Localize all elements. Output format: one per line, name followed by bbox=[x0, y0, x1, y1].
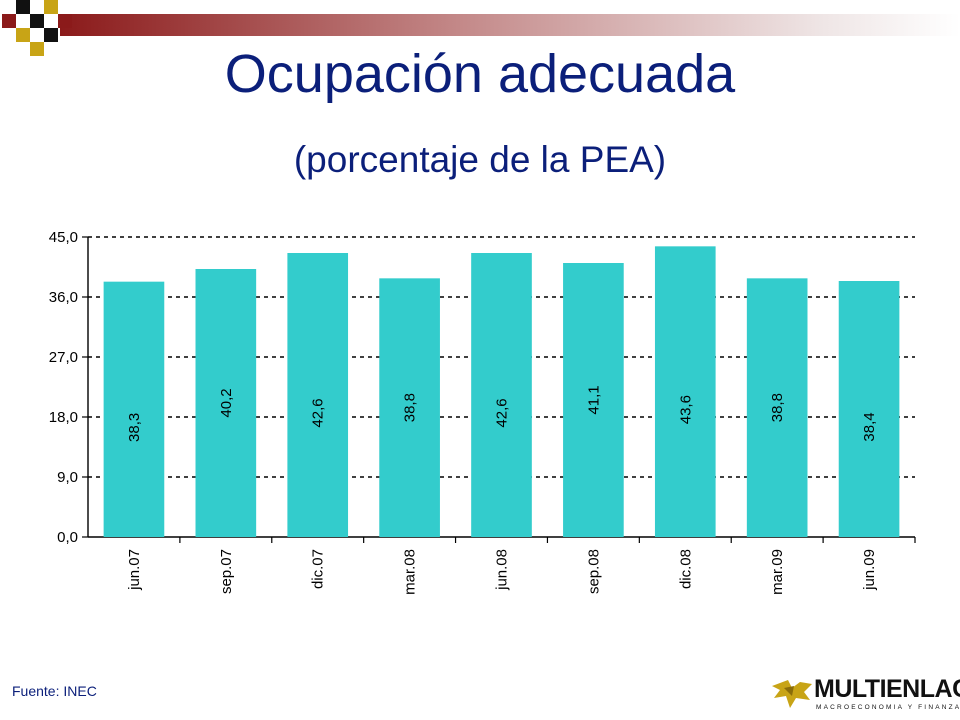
bar bbox=[287, 253, 349, 537]
x-tick-label: mar.08 bbox=[402, 549, 419, 595]
logo-wordmark: MULTIENLACE bbox=[814, 675, 960, 703]
y-tick-label: 36,0 bbox=[49, 289, 78, 306]
x-tick-label: dic.08 bbox=[677, 549, 694, 589]
bar bbox=[563, 263, 624, 537]
y-tick-label: 0,0 bbox=[57, 529, 78, 546]
bar bbox=[195, 269, 257, 537]
bar bbox=[838, 281, 900, 537]
decorative-squares bbox=[0, 0, 80, 60]
bar bbox=[471, 253, 532, 537]
bird-emblem-icon bbox=[772, 680, 812, 708]
data-label: 41,1 bbox=[585, 385, 602, 414]
bar-chart: 0,0 9,0 18,0 27,0 36,0 45,0 38,3 jun.07 40,2 sep.… bbox=[49, 229, 916, 595]
data-label: 38,4 bbox=[861, 412, 878, 441]
bar bbox=[654, 246, 716, 538]
x-tick-label: sep.08 bbox=[585, 549, 602, 594]
x-tick-label: dic.07 bbox=[310, 549, 327, 589]
x-tick-label: jun.09 bbox=[861, 549, 878, 591]
data-label: 40,2 bbox=[218, 388, 235, 417]
y-tick-label: 45,0 bbox=[49, 229, 78, 246]
source-note: Fuente: INEC bbox=[12, 683, 97, 699]
data-label: 42,6 bbox=[494, 398, 511, 427]
y-tick-label: 27,0 bbox=[49, 349, 78, 366]
slide-subtitle: (porcentaje de la PEA) bbox=[293, 139, 667, 180]
x-tick-label: jun.08 bbox=[494, 549, 511, 591]
slide-title: Ocupación adecuada bbox=[224, 44, 736, 104]
data-label: 42,6 bbox=[310, 398, 327, 427]
y-tick-label: 18,0 bbox=[49, 409, 78, 426]
bar bbox=[103, 281, 165, 537]
multienlace-logo: MULTIENLACE MACROECONOMIA Y FINANZAS bbox=[770, 672, 960, 716]
bar bbox=[746, 278, 808, 537]
x-tick-label: sep.07 bbox=[218, 549, 235, 594]
data-label: 43,6 bbox=[677, 395, 694, 424]
data-label: 38,8 bbox=[402, 393, 419, 422]
y-tick-label: 9,0 bbox=[57, 469, 78, 486]
data-label: 38,8 bbox=[769, 393, 786, 422]
x-tick-label: jun.07 bbox=[126, 549, 143, 591]
x-tick-label: mar.09 bbox=[769, 549, 786, 595]
logo-tagline: MACROECONOMIA Y FINANZAS bbox=[816, 704, 960, 711]
data-label: 38,3 bbox=[126, 413, 143, 442]
header-gradient-bar bbox=[60, 14, 960, 36]
bar bbox=[379, 278, 440, 537]
